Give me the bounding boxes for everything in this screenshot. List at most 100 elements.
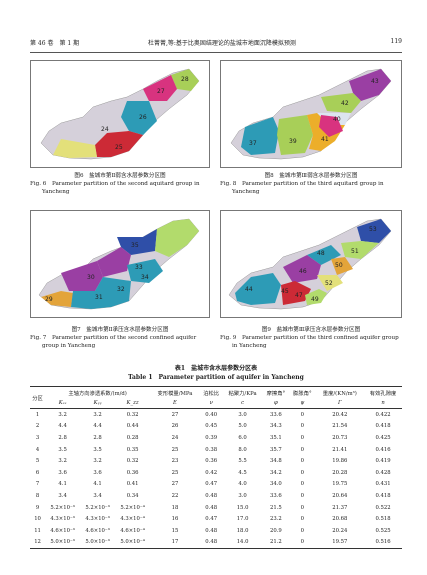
table-cell: 0.35: [126, 446, 139, 453]
table-cell: 19.57: [315, 536, 365, 550]
column-header: 有效孔隙度: [364, 386, 402, 398]
map-label: 44: [245, 286, 253, 293]
map-label: 43: [371, 78, 379, 85]
map-label: 34: [141, 274, 149, 281]
map-label: 30: [87, 274, 95, 281]
table-cell: 0: [289, 536, 316, 550]
table-cell: 4: [35, 446, 40, 453]
table-cell: 0.419: [375, 458, 391, 465]
table-cell: 20.73: [332, 434, 348, 441]
table-cell: 0: [300, 516, 304, 523]
table-cell: 0: [300, 492, 304, 499]
table-cell: 20.28: [332, 469, 348, 476]
map-label: 40: [333, 116, 341, 123]
figure-9-caption: 图9 盐城市第Ⅲ承压含水层参数分区图 Fig. 9 Parameter part…: [220, 326, 402, 350]
table-cell: 23: [171, 458, 179, 465]
caption-en: Fig. 6 Parameter partition of the second…: [30, 181, 200, 195]
table-cell: 3.2: [93, 411, 102, 418]
table-cell: 0.418: [375, 492, 391, 499]
table-cell: 4.6×10⁻³: [85, 527, 110, 534]
table-cell: 34.3: [269, 423, 282, 430]
symbol-header: c: [222, 398, 263, 409]
table-cell: 5: [35, 458, 40, 465]
map-label: 29: [45, 296, 53, 303]
table-cell: 4.4: [93, 423, 102, 430]
symbol-header: ψ: [289, 398, 316, 409]
table-cell: 0.36: [205, 458, 218, 465]
map-label: 27: [157, 88, 165, 95]
table-cell: 0.36: [126, 469, 139, 476]
table-row: 4 3.5 3.5 0.35 25 0.38 8.0 35.7 0 21.41 0.416: [30, 444, 402, 456]
table-cell: 0.48: [205, 504, 218, 511]
table-row: 12 5.0×10⁻³ 5.0×10⁻³ 5.0×10⁻⁴ 17 0.48 14.0 21.2…: [30, 536, 402, 550]
table-caption: 表1 盐城市含水层参数分区表 Table 1 Parameter partiti…: [30, 364, 402, 382]
symbol-header: Kᵧᵧ: [80, 398, 116, 409]
caption-zh: 图9 盐城市第Ⅲ承压含水层参数分区图: [261, 327, 361, 333]
table-cell: 0: [300, 481, 304, 488]
table-cell: 15.0: [236, 504, 249, 511]
column-header: 膨胀角°: [289, 386, 316, 398]
table-cell: 21.5: [269, 504, 282, 511]
table-cell: 22: [171, 492, 179, 499]
table-cell: 25: [171, 446, 179, 453]
column-header: 摩擦角°: [262, 386, 290, 398]
table-cell: 20.68: [332, 516, 348, 523]
table-cell: 4.0: [238, 481, 247, 488]
table-cell: 21.41: [332, 446, 348, 453]
table-cell: 0: [300, 423, 304, 430]
table-cell: 9: [35, 504, 40, 511]
table-cell: 17: [150, 536, 200, 550]
table-cell: 4.4: [58, 423, 67, 430]
table-cell: 17.0: [236, 516, 249, 523]
figure-8-caption: 图8 盐城市第Ⅲ弱含水层参数分区图 Fig. 8 Parameter parti…: [220, 172, 402, 196]
table-cell: 1: [35, 411, 40, 418]
header-volume: 第 46 卷 第 1 期: [30, 40, 80, 47]
map-label: 52: [325, 280, 333, 287]
table-cell: 35.1: [269, 434, 282, 441]
table-cell: 35.7: [269, 446, 282, 453]
table-cell: 33.6: [269, 492, 282, 499]
figure-6-caption: 图6 盐城市第Ⅱ弱含水层参数分区图 Fig. 6 Parameter parti…: [30, 172, 210, 196]
table-cell: 8: [35, 492, 40, 499]
table-cell: 12: [30, 536, 46, 550]
table-cell: 4.3×10⁻³: [85, 516, 110, 523]
table-cell: 2.8: [93, 434, 102, 441]
header-title: 杜菁菁,等:基于比奥固结理论的盐城市地面沉降模拟预测: [148, 40, 296, 47]
table-cell: 3.2: [58, 458, 67, 465]
map-label: 53: [369, 226, 377, 233]
table-cell: 18: [171, 504, 179, 511]
table-cell: 21.54: [332, 423, 348, 430]
table-cell: 3.4: [93, 492, 102, 499]
column-header: 粘聚力/KPa: [222, 386, 263, 398]
table-cell: 20.9: [269, 527, 282, 534]
figure-6-map: 28 27 26 24 25: [30, 60, 210, 168]
symbol-header: φ: [262, 398, 290, 409]
table-cell: 0.522: [375, 504, 391, 511]
table-cell: 0.47: [205, 481, 218, 488]
table-cell: 0.516: [364, 536, 402, 550]
table-cell: 3: [35, 434, 40, 441]
map-label: 26: [139, 114, 147, 121]
table-cell: 26: [171, 423, 179, 430]
table-cell: 34.0: [269, 481, 282, 488]
table-cell: 0.48: [199, 536, 223, 550]
map-label: 25: [115, 144, 123, 151]
map-label: 49: [311, 296, 319, 303]
table-cell: 3.6: [58, 469, 67, 476]
table-cell: 5.5: [238, 458, 247, 465]
map-label: 31: [95, 294, 103, 301]
map-label: 37: [249, 140, 257, 147]
symbol-header: E: [150, 398, 200, 409]
table-cell: 18.0: [236, 527, 249, 534]
table-cell: 3.5: [93, 446, 102, 453]
map-label: 24: [101, 126, 109, 133]
table-caption-en: Table 1 Parameter partition of aquifer i…: [128, 374, 304, 381]
caption-en: Fig. 9 Parameter partition of the third …: [220, 335, 399, 349]
map-label: 45: [281, 288, 289, 295]
table-cell: 0.422: [375, 411, 391, 418]
table-cell: 5.0×10⁻³: [80, 536, 116, 550]
map-label: 50: [335, 262, 343, 269]
table-cell: 20.42: [332, 411, 348, 418]
table-row: 7 4.1 4.1 0.41 27 0.47 4.0 34.0 0 19.75 0.431: [30, 479, 402, 491]
table-cell: 0.48: [205, 492, 218, 499]
